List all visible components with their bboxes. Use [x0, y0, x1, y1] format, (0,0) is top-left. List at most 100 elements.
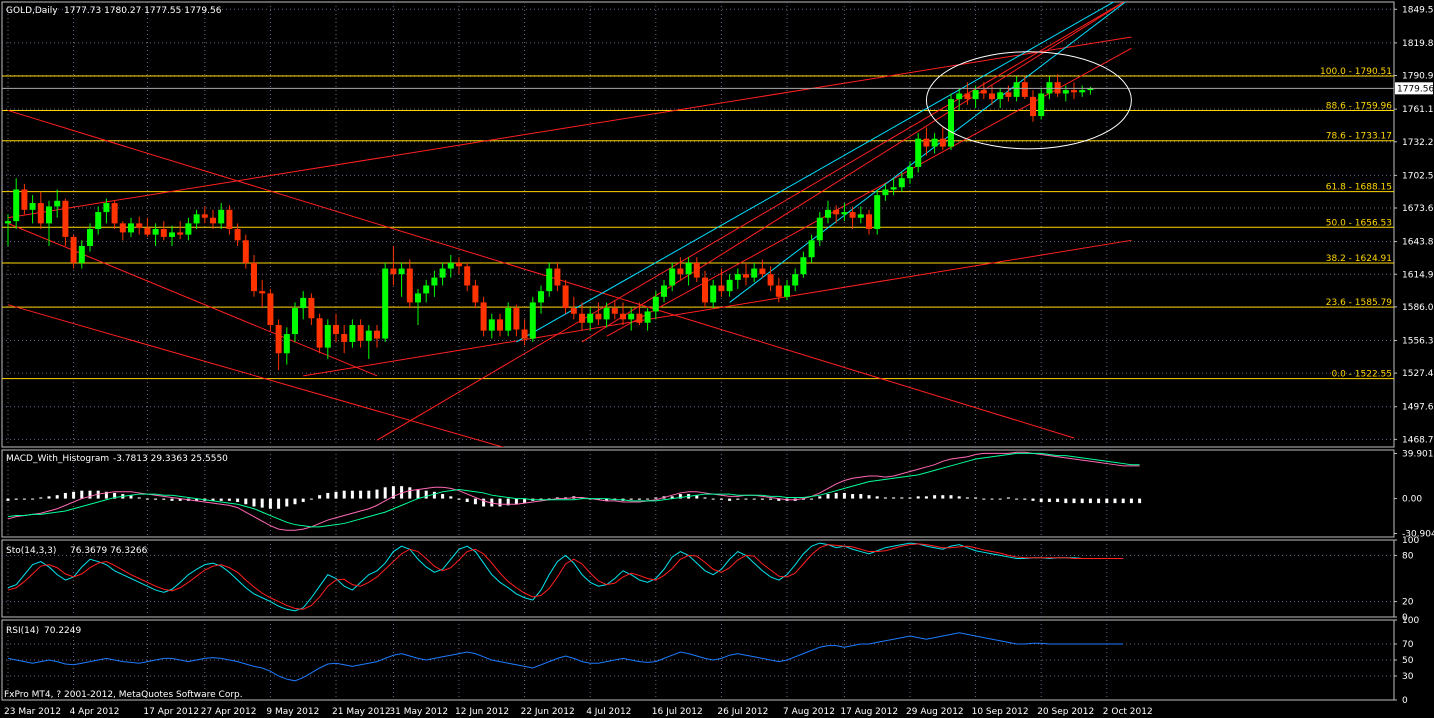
candle-body — [554, 268, 561, 286]
macd-histogram-bar — [810, 498, 814, 500]
macd-histogram-bar — [834, 492, 838, 499]
candle-body — [521, 329, 528, 339]
candle-body — [800, 257, 807, 275]
macd-histogram-bar — [244, 498, 248, 505]
candle-body — [882, 189, 889, 196]
candle-body — [816, 217, 823, 241]
macd-histogram-bar — [605, 498, 609, 501]
candle-body — [226, 209, 233, 230]
candle-body — [611, 308, 618, 314]
macd-histogram-bar — [465, 498, 469, 502]
macd-values: -3.7813 29.3363 25.5550 — [113, 454, 228, 464]
stoch-axis-label: 100 — [1402, 536, 1419, 546]
macd-histogram-bar — [1080, 498, 1084, 504]
macd-histogram-bar — [752, 498, 756, 500]
macd-histogram-bar — [949, 495, 953, 499]
macd-histogram-bar — [219, 498, 223, 501]
candle-body — [480, 302, 487, 331]
macd-histogram-bar — [482, 498, 486, 507]
candle-body — [423, 285, 430, 294]
candle-body — [54, 200, 61, 207]
fib-level-label: 78.6 - 1733.17 — [1326, 132, 1392, 142]
candle-body — [570, 308, 577, 314]
y-axis-label: 1586.05 — [1402, 303, 1434, 313]
macd-histogram-bar — [719, 498, 723, 500]
stoch-axis-label: 0 — [1402, 613, 1408, 623]
red-trendline — [376, 2, 1125, 441]
candle-body — [349, 325, 356, 342]
macd-histogram-bar — [400, 486, 404, 499]
candle-body — [546, 268, 553, 292]
candle-body — [267, 293, 274, 326]
candle-body — [374, 330, 380, 339]
fib-level-label: 61.8 - 1688.15 — [1326, 183, 1392, 193]
candle-body — [488, 319, 495, 331]
macd-histogram-bar — [703, 497, 707, 499]
candle-body — [1079, 90, 1086, 93]
macd-histogram-bar — [162, 498, 166, 500]
y-axis-label: 1849.55 — [1402, 5, 1434, 15]
macd-histogram-bar — [498, 498, 502, 507]
current-price-label: 1779.56 — [1397, 84, 1434, 94]
macd-histogram-bar — [646, 498, 650, 500]
candle-body — [579, 313, 585, 323]
panel-frame-main — [1, 1, 1395, 448]
x-axis-label: 4 Apr 2012 — [70, 707, 120, 717]
candle-body — [661, 285, 667, 297]
current-price-tag — [1395, 82, 1433, 95]
macd-histogram-bar — [1064, 498, 1068, 504]
red-trendline — [7, 304, 505, 447]
macd-histogram-bar — [1121, 498, 1125, 504]
stoch-axis-label: 20 — [1402, 598, 1414, 608]
fib-level-label: 88.6 - 1759.96 — [1326, 101, 1392, 111]
candle-body — [923, 138, 930, 147]
macd-histogram-bar — [900, 497, 904, 499]
x-axis-label: 29 Aug 2012 — [906, 707, 964, 717]
macd-histogram-bar — [924, 496, 928, 499]
candle-body — [70, 236, 77, 263]
macd-histogram-bar — [564, 497, 568, 499]
macd-histogram-bar — [801, 498, 805, 500]
macd-histogram-bar — [490, 498, 494, 507]
candle-body — [152, 229, 159, 235]
macd-histogram-bar — [326, 492, 330, 499]
macd-histogram-bar — [859, 494, 863, 499]
macd-histogram-bar — [974, 497, 978, 499]
macd-histogram-bar — [580, 497, 584, 499]
macd-histogram-bar — [867, 495, 871, 499]
macd-histogram-bar — [1006, 497, 1010, 499]
candle-body — [259, 291, 266, 294]
x-axis-label: 20 Sep 2012 — [1037, 707, 1094, 717]
y-axis-label: 1556.30 — [1402, 336, 1434, 346]
macd-histogram-bar — [1097, 498, 1101, 504]
x-axis-label: 17 Aug 2012 — [840, 707, 898, 717]
rsi-line — [7, 632, 1124, 682]
candle-body — [136, 223, 143, 228]
candle-body — [587, 313, 594, 323]
macd-histogram-bar — [826, 494, 830, 499]
candle-body — [406, 268, 413, 303]
macd-histogram-bar — [80, 490, 84, 499]
rsi-axis-label: 100 — [1402, 616, 1419, 626]
macd-histogram-bar — [596, 498, 600, 500]
macd-histogram-bar — [711, 498, 715, 500]
candle-body — [37, 203, 44, 224]
macd-histogram-bar — [728, 498, 732, 501]
macd-histogram-bar — [1105, 498, 1109, 504]
candle-body — [1062, 90, 1069, 94]
candle-body — [792, 274, 799, 286]
candle-body — [890, 187, 897, 190]
macd-histogram-bar — [875, 496, 879, 499]
macd-histogram-bar — [990, 498, 994, 500]
stoch-axis-label: 80 — [1402, 551, 1414, 561]
macd-histogram-bar — [170, 498, 174, 501]
rsi-axis-label: 30 — [1402, 672, 1414, 682]
macd-histogram-bar — [252, 498, 256, 507]
candle-body — [948, 99, 954, 147]
candle-body — [398, 268, 405, 275]
x-axis-label: 10 Sep 2012 — [972, 707, 1029, 717]
candle-body — [915, 138, 922, 167]
macd-histogram-bar — [736, 498, 740, 500]
candle-body — [726, 279, 733, 292]
